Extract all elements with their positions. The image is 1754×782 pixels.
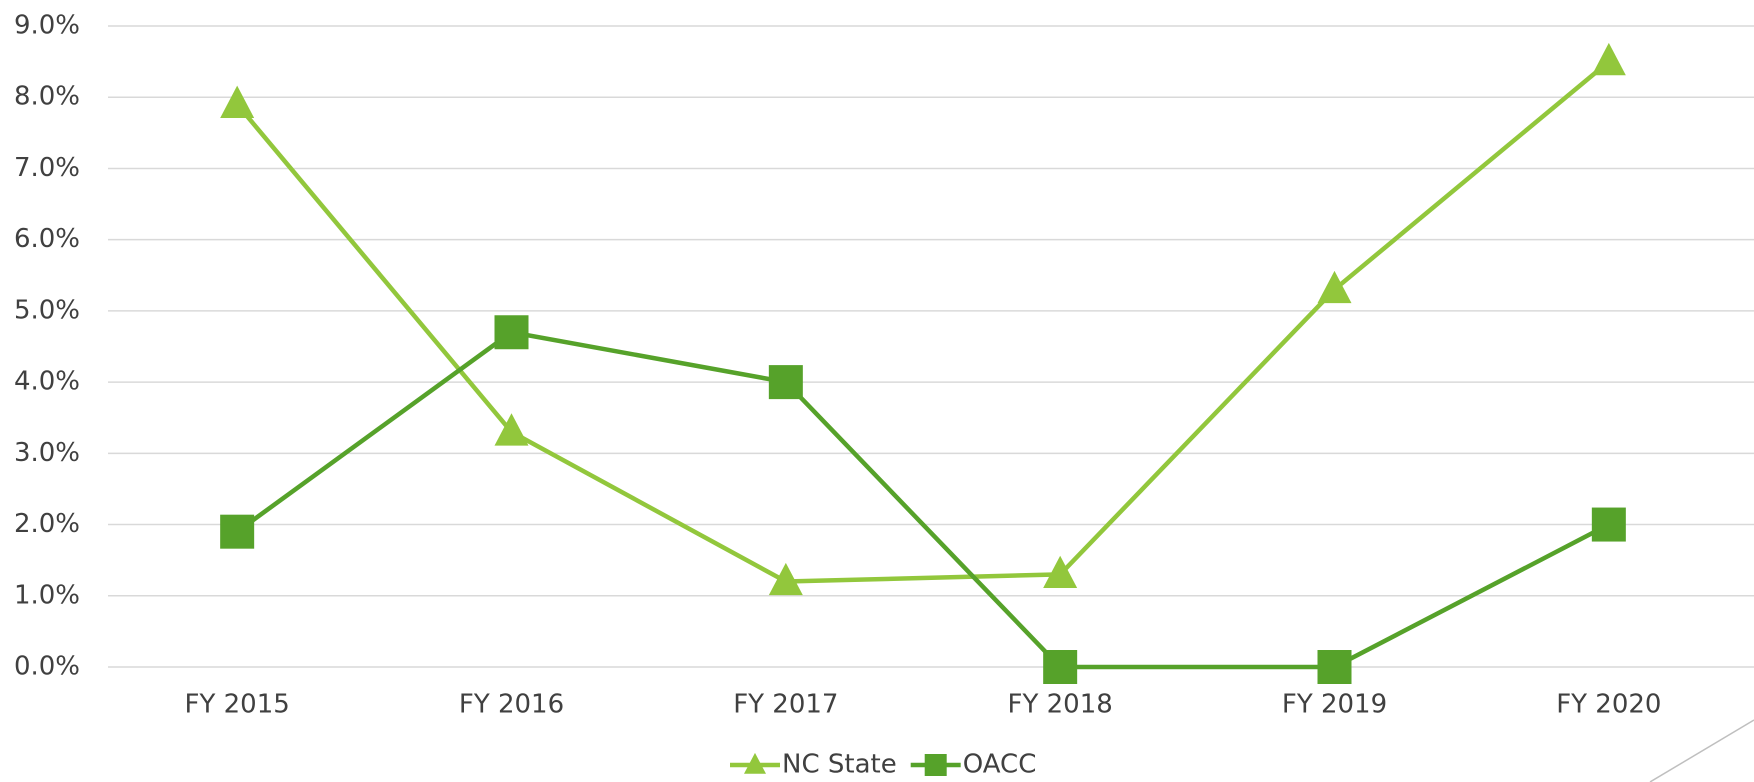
legend-label: OACC	[963, 750, 1037, 780]
x-tick-label: FY 2018	[1008, 690, 1113, 720]
legend-marker	[924, 754, 947, 776]
y-tick-label: 9.0%	[14, 11, 80, 41]
data-point	[768, 365, 803, 400]
x-tick-label: FY 2017	[733, 690, 838, 720]
series-line	[235, 59, 1611, 584]
y-tick-label: 8.0%	[14, 82, 80, 112]
x-tick-label: FY 2019	[1282, 690, 1387, 720]
series-line	[235, 329, 1610, 670]
data-point	[220, 85, 255, 118]
data-point	[1591, 507, 1626, 542]
y-tick-label: 6.0%	[14, 224, 80, 254]
y-tick-label: 3.0%	[14, 438, 80, 468]
data-point	[494, 315, 529, 350]
x-tick-label: FY 2015	[185, 690, 290, 720]
y-tick-label: 0.0%	[14, 652, 80, 682]
data-point	[494, 413, 529, 446]
legend-label: NC State	[782, 750, 897, 780]
data-point	[1317, 270, 1352, 304]
data-point	[1043, 650, 1078, 684]
data-point	[1591, 42, 1626, 76]
y-tick-label: 4.0%	[14, 367, 80, 397]
legend-marker	[744, 752, 766, 774]
data-point	[1317, 650, 1352, 684]
decoration	[1649, 719, 1754, 782]
data-point	[220, 514, 255, 549]
y-tick-label: 7.0%	[14, 153, 80, 183]
data-point	[1043, 555, 1078, 589]
y-tick-label: 2.0%	[14, 509, 80, 539]
x-tick-label: FY 2020	[1556, 690, 1661, 720]
data-point	[768, 562, 803, 596]
x-tick-label: FY 2016	[459, 690, 564, 720]
y-tick-label: 5.0%	[14, 295, 80, 325]
y-tick-label: 1.0%	[14, 580, 80, 610]
